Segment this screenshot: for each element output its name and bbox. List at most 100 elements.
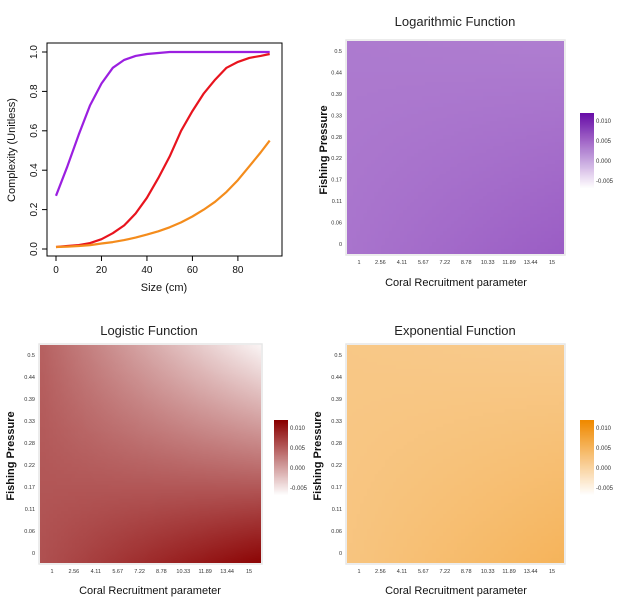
x-tick-label: 10.33 [176,569,190,575]
legend-tick-label: 0.005 [290,446,306,452]
y-tick-label: 0.5 [334,49,342,55]
y-tick-label: 0.5 [334,353,342,359]
y-tick-label: 0.33 [331,419,342,425]
exponential-heatmap-image [347,345,564,563]
logarithmic-heatmap-x-label: Coral Recruitment parameter [385,277,527,289]
y-tick-label: 0.17 [24,485,35,491]
line-chart-y-label: Complexity (Unitless) [6,98,18,202]
legend-tick-label: 0.010 [596,119,612,125]
x-tick-label: 20 [96,265,108,276]
x-tick-label: 11.89 [199,569,212,575]
x-tick-label: 7.22 [439,260,450,266]
x-tick-label: 1 [357,569,360,575]
x-tick-label: 40 [141,265,153,276]
y-tick-label: 0.22 [331,463,342,469]
x-tick-label: 15 [549,260,555,266]
x-tick-label: 11.89 [502,260,515,266]
legend-tick-label: 0.000 [596,159,612,165]
line-chart-y-ticks: 0.0 0.2 0.4 0.6 0.8 1.0 [29,45,47,256]
logarithmic-heatmap-y-ticks: 0 0.06 0.11 0.17 0.22 0.28 0.33 0.39 0.44 0.5 [331,49,342,248]
y-tick-label: 0.11 [332,199,342,205]
exponential-heatmap-title: Exponential Function [394,323,515,338]
y-tick-label: 0.06 [331,221,342,227]
y-tick-label: 0.44 [331,375,342,381]
x-tick-label: 11.89 [502,569,515,575]
x-tick-label: 8.78 [461,260,472,266]
exponential-heatmap-x-label: Coral Recruitment parameter [385,585,527,597]
x-tick-label: 4.11 [91,569,101,575]
exponential-heatmap-y-label: Fishing Pressure [312,411,324,500]
logarithmic-heatmap-title: Logarithmic Function [395,14,516,29]
line-chart-x-ticks: 0 20 40 60 80 [53,256,244,276]
y-tick-label: 0.0 [29,242,40,256]
logistic-heatmap-y-ticks: 0 0.06 0.11 0.17 0.22 0.28 0.33 0.39 0.44 0.5 [24,353,35,557]
logarithmic-heatmap-legend-bar [580,113,594,189]
y-tick-label: 0.6 [29,123,40,137]
y-tick-label: 0 [32,551,35,557]
x-tick-label: 1 [50,569,53,575]
y-tick-label: 0.17 [331,485,342,491]
y-tick-label: 0.06 [24,529,35,535]
y-tick-label: 0.33 [331,113,342,119]
x-tick-label: 4.11 [397,569,407,575]
y-tick-label: 0.11 [25,507,35,513]
exponential-heatmap-legend-bar [580,420,594,496]
x-tick-label: 8.78 [461,569,472,575]
logistic-heatmap-x-ticks: 1 2.56 4.11 5.67 7.22 8.78 10.33 11.89 13.44 15 [50,569,252,575]
exponential-heatmap-legend-ticks: 0.010 0.005 0.000 -0.005 [596,426,614,492]
x-tick-label: 15 [246,569,252,575]
legend-tick-label: 0.005 [596,446,612,452]
x-tick-label: 2.56 [375,260,386,266]
legend-tick-label: 0.000 [290,466,306,472]
x-tick-label: 5.67 [112,569,123,575]
x-tick-label: 7.22 [134,569,145,575]
logarithmic-heatmap-x-ticks: 1 2.56 4.11 5.67 7.22 8.78 10.33 11.89 13.44 15 [357,260,555,266]
x-tick-label: 5.67 [418,260,429,266]
y-tick-label: 0.28 [24,441,35,447]
line-chart-series [54,50,271,249]
x-tick-label: 5.67 [418,569,429,575]
y-tick-label: 0 [339,551,342,557]
x-tick-label: 60 [187,265,199,276]
y-tick-label: 0.2 [29,202,40,216]
logistic-heatmap-panel: Logistic Function 1 2.56 4.11 5.67 7.22 8.78 1… [5,323,308,597]
y-tick-label: 0.4 [29,163,40,177]
x-tick-label: 1 [357,260,360,266]
x-tick-label: 80 [232,265,244,276]
x-tick-label: 0 [53,265,59,276]
x-tick-label: 8.78 [156,569,167,575]
y-tick-label: 0.44 [331,70,342,76]
y-tick-label: 1.0 [29,45,40,59]
logarithmic-heatmap-legend-ticks: 0.010 0.005 0.000 -0.005 [596,119,614,185]
y-tick-label: 0.8 [29,84,40,98]
y-tick-label: 0.39 [331,397,342,403]
logarithmic-heatmap-panel: Logarithmic Function 1 2.56 4.11 5.67 7.22 8.… [318,14,614,289]
x-tick-label: 2.56 [69,569,80,575]
exponential-heatmap-x-ticks: 1 2.56 4.11 5.67 7.22 8.78 10.33 11.89 13.44 15 [357,569,555,575]
logistic-heatmap-title: Logistic Function [100,323,198,338]
y-tick-label: 0.39 [24,397,35,403]
y-tick-label: 0.28 [331,135,342,141]
x-tick-label: 10.33 [481,569,495,575]
series-line-logarithmic [54,50,270,197]
legend-tick-label: 0.000 [596,466,612,472]
line-chart-panel: 0 20 40 60 80 0.0 0.2 0.4 0.6 0.8 1.0 Size (cm) C… [6,42,283,294]
legend-tick-label: -0.005 [596,486,614,492]
x-tick-label: 7.22 [439,569,450,575]
logistic-heatmap-legend-bar [274,420,288,496]
logarithmic-heatmap-image [347,41,564,254]
x-tick-label: 15 [549,569,555,575]
x-tick-label: 4.11 [397,260,407,266]
line-chart-x-label: Size (cm) [141,282,187,294]
legend-tick-label: 0.005 [596,139,612,145]
y-tick-label: 0.06 [331,529,342,535]
y-tick-label: 0.33 [24,419,35,425]
y-tick-label: 0.39 [331,92,342,98]
legend-tick-label: 0.010 [290,426,306,432]
y-tick-label: 0.44 [24,375,35,381]
logistic-heatmap-y-label: Fishing Pressure [5,411,17,500]
y-tick-label: 0.22 [331,156,342,162]
series-line-exponential [55,139,271,249]
exponential-heatmap-panel: Exponential Function 1 2.56 4.11 5.67 7.22 8.… [312,323,614,597]
